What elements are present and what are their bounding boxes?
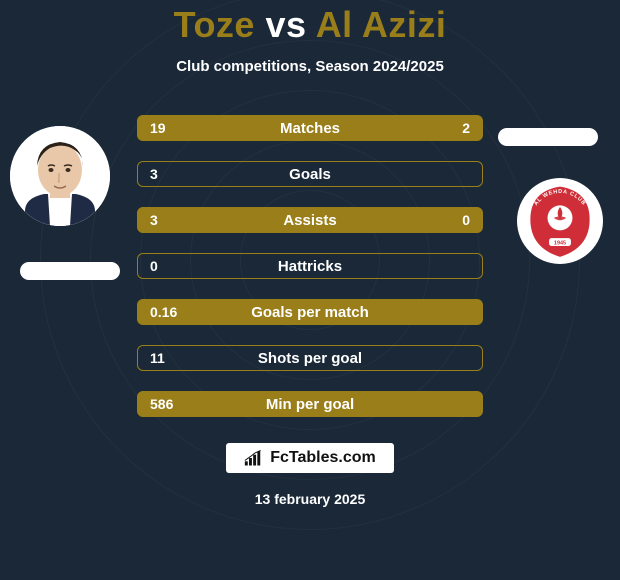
stat-row: 3Goals [137, 161, 483, 187]
subtitle: Club competitions, Season 2024/2025 [176, 58, 444, 75]
stat-row: 19Matches2 [137, 115, 483, 141]
player-left-avatar [10, 126, 110, 226]
player-right-chip [498, 128, 598, 146]
stat-right-value: 2 [462, 120, 470, 136]
stat-left-value: 3 [150, 166, 158, 182]
title-player-right: Al Azizi [316, 4, 447, 45]
stat-left-value: 0 [150, 258, 158, 274]
svg-text:1945: 1945 [554, 240, 566, 246]
stat-left-value: 19 [150, 120, 166, 136]
stat-left-value: 0.16 [150, 304, 177, 320]
stat-label: Assists [150, 212, 470, 229]
stat-label: Hattricks [150, 258, 470, 275]
date: 13 february 2025 [255, 491, 366, 507]
stat-row: 0.16Goals per match [137, 299, 483, 325]
page-title: Toze vs Al Azizi [174, 4, 447, 46]
brand-text: FcTables.com [270, 449, 376, 467]
player-right-club-logo: AL WEHDA CLUB 1945 [517, 178, 603, 264]
stat-row: 586Min per goal [137, 391, 483, 417]
player-left-chip [20, 262, 120, 280]
title-player-left: Toze [174, 4, 255, 45]
stat-label: Goals per match [150, 304, 470, 321]
stat-left-value: 11 [150, 350, 165, 366]
stat-label: Min per goal [150, 396, 470, 413]
brand-icon [244, 449, 264, 467]
title-vs: vs [255, 4, 316, 45]
stat-row: 11Shots per goal [137, 345, 483, 371]
stats-table: 19Matches23Goals3Assists00Hattricks0.16G… [137, 115, 483, 417]
brand-badge: FcTables.com [226, 443, 394, 473]
stat-left-value: 3 [150, 212, 158, 228]
stat-label: Goals [150, 166, 470, 183]
stat-left-value: 586 [150, 396, 173, 412]
stat-label: Matches [150, 120, 470, 137]
stat-right-value: 0 [462, 212, 470, 228]
stat-label: Shots per goal [150, 350, 470, 367]
stat-row: 3Assists0 [137, 207, 483, 233]
stat-row: 0Hattricks [137, 253, 483, 279]
